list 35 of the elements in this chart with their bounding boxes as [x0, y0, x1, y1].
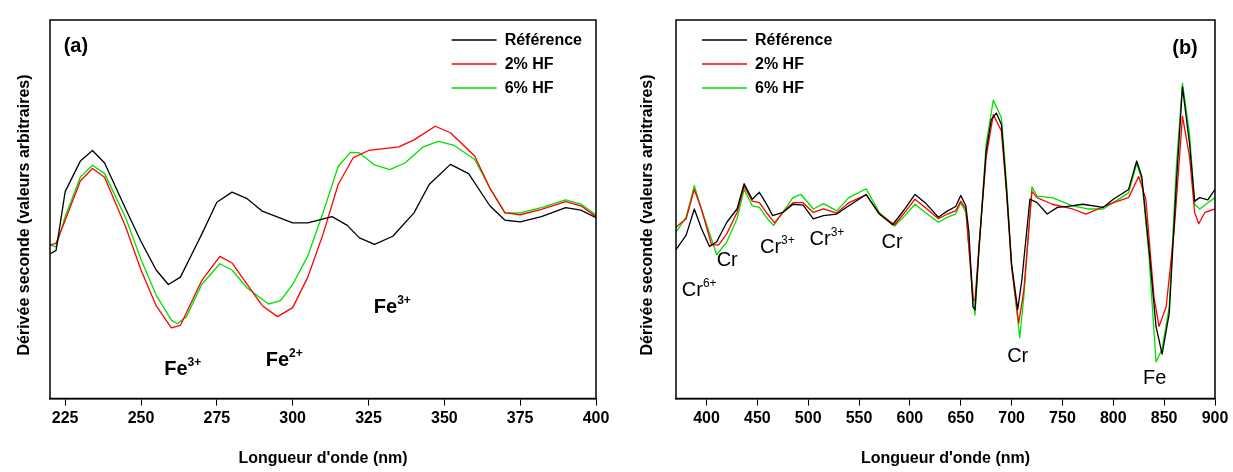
- legend-label: Référence: [755, 31, 833, 49]
- x-tick-label: 400: [582, 408, 610, 426]
- x-tick-label: 450: [744, 408, 771, 426]
- x-axis-title: Longueur d'onde (nm): [860, 448, 1031, 466]
- x-tick-label: 300: [279, 408, 307, 426]
- annotation: Cr: [716, 248, 739, 271]
- x-tick-label: 375: [506, 408, 534, 426]
- legend-label: Référence: [504, 31, 583, 49]
- x-tick-label: 850: [1150, 408, 1178, 426]
- y-axis-title: Dérivée seconde (valeurs arbitraires): [637, 74, 656, 356]
- x-tick-label: 400: [693, 408, 720, 426]
- x-tick-label: 250: [127, 408, 155, 426]
- x-tick-label: 500: [794, 408, 822, 426]
- x-tick-label: 350: [430, 408, 458, 426]
- x-tick-label: 650: [947, 408, 975, 426]
- legend-label: 2% HF: [755, 55, 805, 73]
- x-tick-label: 900: [1201, 408, 1229, 426]
- annotation: Cr: [1007, 344, 1029, 367]
- y-axis-title: Dérivée seconde (valeurs arbitraires): [14, 74, 33, 356]
- annotation: Cr: [881, 229, 904, 252]
- x-tick-label: 600: [896, 408, 924, 426]
- x-tick-label: 700: [998, 408, 1026, 426]
- legend-label: 2% HF: [504, 55, 554, 73]
- legend-label: 6% HF: [504, 79, 554, 97]
- x-tick-label: 800: [1099, 408, 1127, 426]
- x-tick-label: 325: [355, 408, 382, 426]
- x-tick-label: 275: [203, 408, 231, 426]
- annotation: Fe: [1142, 365, 1167, 388]
- text: (b): [1172, 36, 1198, 59]
- x-tick-label: 550: [845, 408, 873, 426]
- x-tick-label: 225: [51, 408, 79, 426]
- text: (a): [63, 34, 89, 57]
- legend-label: 6% HF: [755, 79, 805, 97]
- x-tick-label: 750: [1049, 408, 1076, 426]
- x-axis-title: Longueur d'onde (nm): [238, 448, 408, 466]
